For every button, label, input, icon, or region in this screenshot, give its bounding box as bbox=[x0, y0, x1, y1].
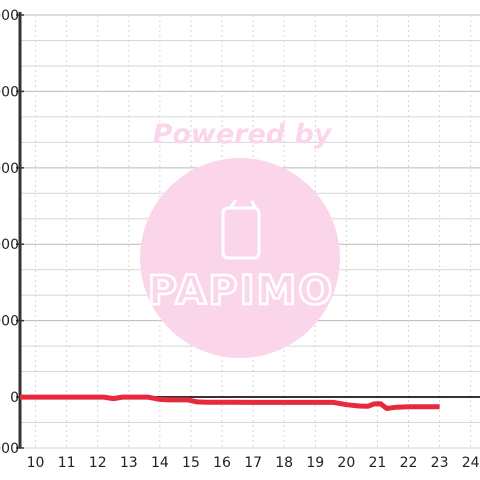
x-tick-label: 17 bbox=[244, 455, 262, 471]
x-tick-label: 22 bbox=[400, 455, 418, 471]
watermark: Powered by PAPIMO bbox=[140, 119, 340, 358]
y-tick-label: -20,000 bbox=[0, 441, 19, 457]
x-tick-label: 14 bbox=[151, 455, 169, 471]
y-tick-label: 150,000 bbox=[0, 8, 19, 24]
y-tick-label: 90,000 bbox=[0, 161, 19, 177]
series-layer bbox=[19, 394, 440, 411]
tick-labels: 150,000 120,000 90,000 60,000 30,000 0 -20,000… bbox=[0, 8, 480, 471]
x-tick-label: 24 bbox=[462, 455, 480, 471]
x-tick-label: 23 bbox=[431, 455, 449, 471]
y-tick-label: 120,000 bbox=[0, 84, 19, 100]
y-tick-label: 30,000 bbox=[0, 314, 19, 330]
x-tick-label: 10 bbox=[27, 455, 45, 471]
x-tick-label: 13 bbox=[120, 455, 138, 471]
watermark-powered-by: Powered by bbox=[153, 119, 333, 150]
x-tick-label: 18 bbox=[275, 455, 293, 471]
x-tick-label: 11 bbox=[58, 455, 76, 471]
y-tick-label: 60,000 bbox=[0, 237, 19, 253]
x-tick-label: 12 bbox=[89, 455, 107, 471]
x-tick-label: 21 bbox=[369, 455, 387, 471]
y-tick-label: 0 bbox=[10, 390, 19, 406]
phone-icon bbox=[221, 199, 261, 260]
watermark-brand: PAPIMO bbox=[148, 268, 335, 314]
x-tick-label: 19 bbox=[306, 455, 324, 471]
series-line bbox=[20, 394, 440, 411]
x-tick-label: 15 bbox=[182, 455, 200, 471]
x-tick-label: 16 bbox=[213, 455, 231, 471]
x-tick-label: 20 bbox=[337, 455, 355, 471]
